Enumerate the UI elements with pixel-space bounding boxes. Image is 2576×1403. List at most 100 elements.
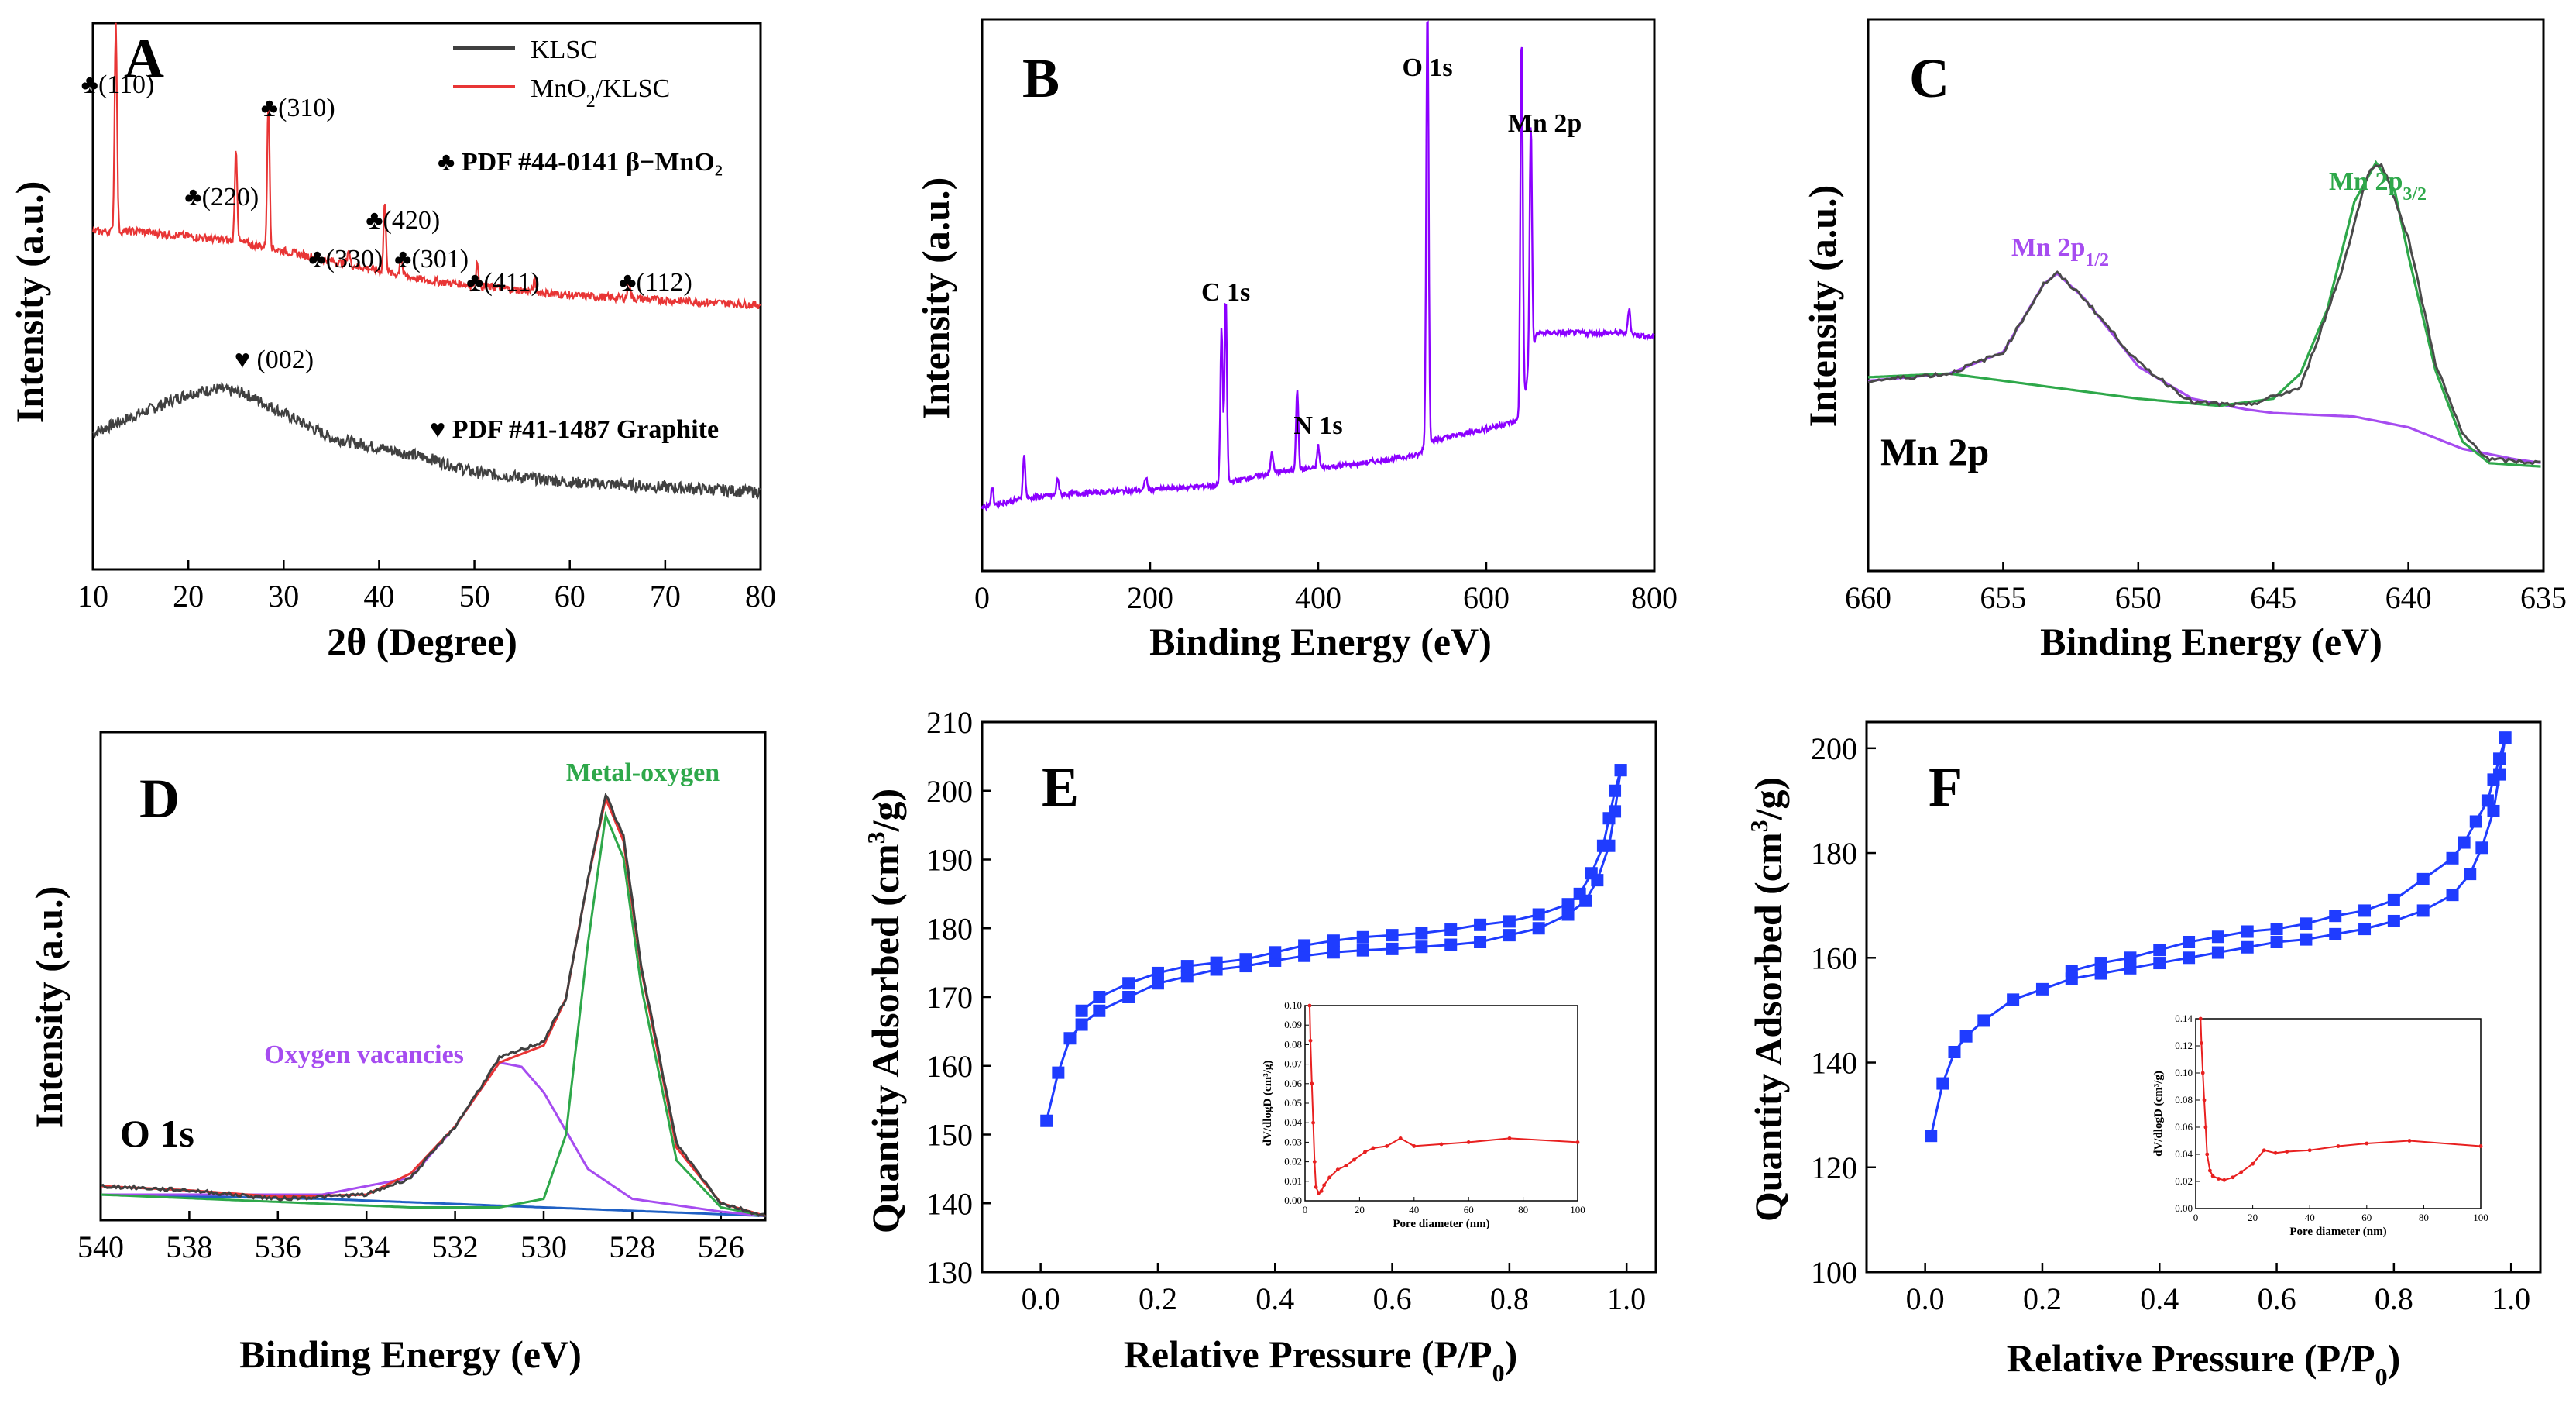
data-point: [1151, 966, 1164, 979]
data-point: [2124, 951, 2137, 965]
panel-d-label: D: [139, 768, 180, 830]
data-point: [2007, 993, 2020, 1006]
x-tick-label: 0: [974, 580, 990, 615]
inset-x-tick-label: 40: [2305, 1212, 2315, 1223]
x-tick-label: 645: [2250, 580, 2296, 615]
inset-x-tick-label: 0: [1303, 1204, 1308, 1216]
x-tick-label: 600: [1463, 580, 1510, 615]
data-point: [2270, 923, 2283, 936]
y-tick-label: 140: [926, 1186, 973, 1221]
data-point: [2124, 961, 2137, 975]
inset-data-point: [2222, 1178, 2227, 1182]
x-tick-label: 50: [459, 579, 490, 614]
inset-data-point: [2239, 1170, 2244, 1174]
data-point: [1122, 991, 1135, 1003]
inset-data-point: [2307, 1148, 2312, 1153]
x-tick-label: 0.2: [2023, 1281, 2062, 1316]
inset-data-point: [2217, 1177, 2221, 1181]
data-point: [1936, 1077, 1949, 1090]
inset-data-point: [1466, 1140, 1471, 1144]
data-point: [2387, 914, 2400, 927]
data-point: [2300, 933, 2313, 946]
inset-data-point: [2273, 1150, 2278, 1155]
data-point: [1298, 939, 1311, 952]
x-tick-label: 660: [1845, 580, 1891, 615]
panel-d-xlabel: Binding Energy (eV): [239, 1333, 582, 1376]
x-tick-label: 0.0: [1906, 1281, 1945, 1316]
x-tick-label: 400: [1295, 580, 1341, 615]
data-point: [1573, 887, 1586, 900]
data-point: [1386, 942, 1399, 955]
inset-y-tick-label: 0.02: [1284, 1156, 1302, 1167]
inset-data-point: [1314, 1185, 1318, 1189]
data-point: [1561, 908, 1575, 921]
inset-data-point: [1317, 1191, 1321, 1195]
data-point: [1040, 1114, 1053, 1127]
inset-data-point: [1307, 1003, 1312, 1008]
inset-x-tick-label: 60: [1464, 1204, 1474, 1216]
data-point: [1415, 940, 1428, 954]
inset-data-point: [2210, 1174, 2215, 1178]
peak-annotation: N 1s: [1293, 411, 1342, 440]
data-point: [1585, 867, 1598, 880]
inset-y-tick-label: 0.00: [2175, 1202, 2193, 1214]
x-tick-label: 30: [268, 579, 299, 614]
series-line-desorption: [2071, 737, 2507, 972]
x-tick-label: 650: [2115, 580, 2162, 615]
data-point: [2487, 773, 2500, 786]
inset-data-point: [1322, 1183, 1327, 1188]
inset-data-point: [2203, 1125, 2208, 1130]
y-tick-label: 190: [926, 843, 973, 878]
inset-data-point: [2407, 1139, 2412, 1143]
data-point: [1959, 1030, 1973, 1043]
peak-annotation: ♣(301): [394, 245, 469, 273]
inset-x-tick-label: 80: [2419, 1212, 2429, 1223]
inset-data-point: [1412, 1144, 1417, 1148]
panel-a-label: A: [124, 28, 164, 90]
inset-y-tick-label: 0.08: [1284, 1038, 1302, 1050]
peak-annotation: ♣(330): [308, 245, 383, 273]
x-tick-label: 0.8: [1490, 1281, 1529, 1316]
inset-y-tick-label: 0.06: [2175, 1121, 2193, 1133]
ref-label-graphite: ♥ PDF #41-1487 Graphite: [430, 415, 719, 444]
panel-e-ylabel-main: Quantity Adsorbed (cm: [864, 844, 907, 1233]
y-tick-label: 180: [926, 911, 973, 946]
data-point: [2094, 957, 2107, 970]
data-point: [1052, 1066, 1065, 1079]
panel-e-xlabel-main: Relative Pressure (P/P: [1124, 1333, 1492, 1376]
inset-y-tick-label: 0.00: [1284, 1195, 1302, 1206]
inset-x-tick-label: 20: [1355, 1204, 1365, 1216]
x-tick-label: 800: [1631, 580, 1678, 615]
x-tick-label: 20: [173, 579, 204, 614]
peak-annotation: Mn 2p: [1508, 109, 1582, 138]
x-tick-label: 0.8: [2375, 1281, 2413, 1316]
inset-data-point: [2478, 1144, 2483, 1148]
panel-f-xlabel-main: Relative Pressure (P/P: [2007, 1336, 2375, 1380]
inset-plot: 0 20 40 60 80 100 0.00 0.02 0.04 0.06 0.08 0.10 0.12…: [2152, 1013, 2488, 1238]
x-tick-label: 528: [609, 1229, 655, 1264]
data-point: [2270, 936, 2283, 948]
panel-d: D Intensity (a.u.) Binding Energy (eV) O…: [27, 768, 582, 1376]
data-point: [2211, 946, 2224, 959]
data-point: [1269, 946, 1282, 959]
ref-label-mno2: ♣ PDF #44-0141 β−MnO₂: [438, 148, 723, 177]
x-tick-label: 40: [363, 579, 394, 614]
panel-a-legend: KLSC MnO2/KLSC: [453, 36, 670, 112]
y-tick-label: 100: [1811, 1255, 1857, 1290]
data-point: [2475, 841, 2488, 855]
y-tick-label: 200: [926, 774, 973, 809]
panel-c-xlabel: Binding Energy (eV): [2040, 620, 2382, 663]
data-point: [1180, 970, 1194, 983]
data-point: [1925, 1130, 1938, 1143]
panel-b-axes: 0 200 400 600 800 C 1s N 1s O 1s Mn 2p: [974, 18, 1678, 615]
data-point: [2499, 731, 2512, 744]
series-line-klsc: [92, 381, 761, 500]
data-point: [2458, 836, 2471, 849]
data-point: [1151, 977, 1164, 990]
data-point: [1075, 1018, 1088, 1031]
inset-plot: 0 20 40 60 80 100 0.00 0.01 0.02 0.03 0.04 0.05 0.06…: [1262, 999, 1585, 1230]
inset-xlabel: Pore diameter (nm): [2289, 1226, 2386, 1238]
inset-data-point: [2202, 1098, 2207, 1102]
